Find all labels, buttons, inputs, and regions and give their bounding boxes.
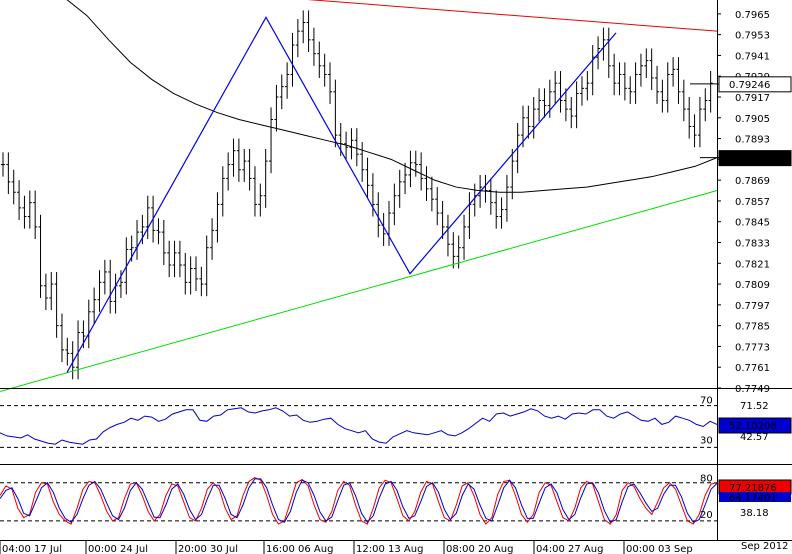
price-tick-label: 0.7797	[735, 301, 770, 312]
price-tick-label: 0.7821	[735, 259, 770, 270]
price-tick-label: 0.7857	[735, 197, 770, 208]
x-tick-label: 04:00 17 Jul	[2, 544, 62, 554]
rsi-level-label: 70	[700, 396, 713, 407]
price-tick-label: 0.7761	[735, 363, 770, 374]
stoch-d-line	[0, 478, 718, 524]
x-tick-label: 00:00 03 Sep	[626, 544, 693, 554]
price-tick-label: 0.7785	[735, 322, 770, 333]
x-tick-label: 00:00 24 Jul	[88, 544, 148, 554]
ma-value-label-box	[718, 150, 792, 167]
moving-average-line	[66, 0, 718, 193]
stoch-level-label: 80	[700, 474, 713, 485]
price-tick-label: 0.7809	[735, 280, 770, 291]
x-tick-label: 08:00 20 Aug	[446, 544, 513, 554]
stoch-d-label: 64.17401	[729, 493, 777, 504]
rsi-right-label: 71.52	[740, 401, 769, 412]
stoch-level-label: 20	[700, 510, 713, 521]
footer-label: Sep 2012	[741, 541, 788, 552]
last-price-label-box	[718, 76, 792, 93]
x-tick-label: 04:00 27 Aug	[536, 544, 603, 554]
resistance-line	[307, 0, 718, 32]
support-line	[0, 190, 718, 392]
price-tick-label: 0.7773	[735, 342, 770, 353]
price-tick-label: 0.7917	[735, 93, 770, 104]
rsi-current-box	[718, 417, 792, 434]
price-panel	[0, 0, 719, 392]
rsi-level-label: 30	[700, 435, 713, 446]
x-tick-label: 20:00 30 Jul	[178, 544, 238, 554]
price-tick-label: 0.7893	[735, 135, 770, 146]
price-tick-label: 0.7953	[735, 31, 770, 42]
x-tick-label: 12:00 13 Aug	[356, 544, 423, 554]
rsi-current-label: 52.10208	[729, 421, 777, 432]
price-tick-label: 0.7749	[735, 384, 770, 395]
stoch-k-label: 77.21876	[729, 483, 777, 494]
price-tick-label: 0.7869	[735, 176, 770, 187]
stoch-d-box	[719, 492, 791, 502]
price-tick-label: 0.7965	[735, 10, 770, 21]
price-tick-label: 0.7905	[735, 114, 770, 125]
rsi-line	[0, 407, 718, 445]
price-tick-label: 0.7833	[735, 239, 770, 250]
stoch-k-line	[0, 477, 718, 525]
price-tick-label: 0.7845	[735, 218, 770, 229]
stoch-right-label: 38.18	[740, 508, 769, 519]
rsi-right-label: 42.57	[740, 432, 769, 443]
price-tick-label: 0.7941	[735, 51, 770, 62]
ma-value-label: 0.788231	[729, 154, 777, 165]
last-price-label: 0.79246	[729, 80, 770, 91]
zigzag-pattern-line	[66, 16, 617, 373]
x-tick-label: 16:00 06 Aug	[266, 544, 333, 554]
